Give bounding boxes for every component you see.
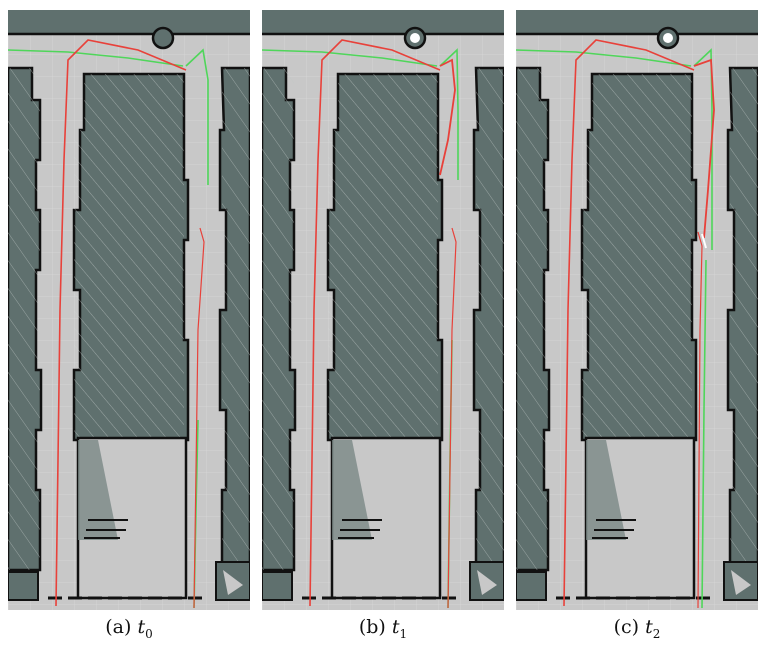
occupancy-map-b (262, 10, 504, 610)
caption-subscript: 0 (145, 626, 153, 641)
map-panel-c (516, 10, 758, 610)
caption-symbol: t (137, 616, 146, 638)
caption-subscript: 1 (399, 626, 408, 641)
red-trajectory (55, 39, 187, 607)
caption-label: (b) (358, 616, 386, 638)
caption-symbol: t (391, 616, 400, 638)
caption-label: (c) (613, 616, 640, 638)
map-panel-a (8, 10, 250, 610)
caption-c: (c) t2 (516, 615, 758, 641)
occupancy-map-a (8, 10, 250, 610)
top-unknown-region (8, 10, 250, 34)
caption-b: (b) t1 (262, 615, 504, 641)
map-panel-b (262, 10, 504, 610)
caption-a: (a) t0 (8, 615, 250, 641)
pillar-obstacle (151, 26, 175, 50)
caption-symbol: t (645, 616, 653, 638)
occupancy-map-c (516, 10, 758, 610)
green-trajectory (8, 49, 184, 67)
caption-subscript: 2 (652, 626, 661, 641)
caption-label: (a) (105, 616, 132, 638)
